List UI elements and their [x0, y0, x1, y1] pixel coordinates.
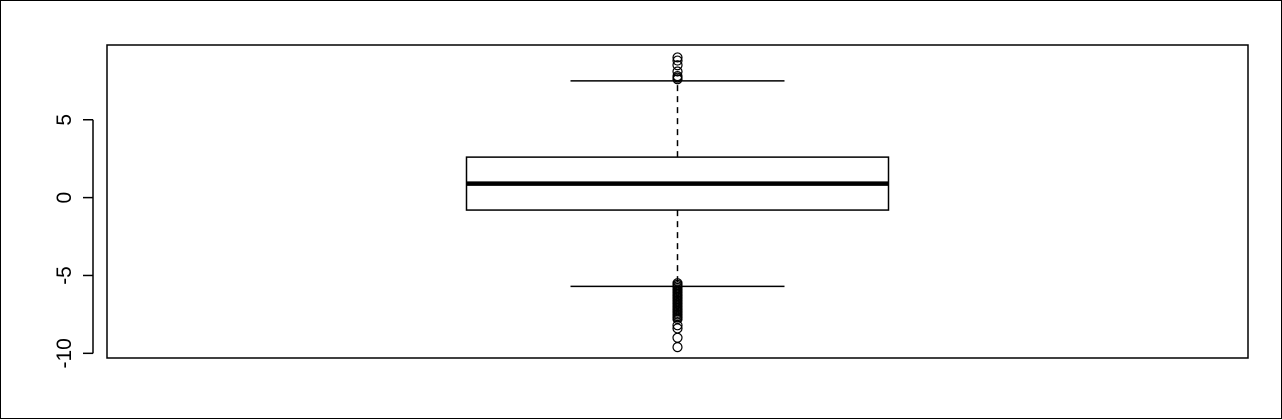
y-tick-label: 0: [53, 192, 76, 204]
plot-area-border: [106, 44, 1249, 359]
box-layer: [465, 80, 890, 288]
y-tick-label: 5: [53, 114, 76, 126]
outlier-layer: [672, 52, 683, 353]
outlier-point: [672, 55, 683, 66]
y-tick-label: -10: [53, 338, 76, 368]
outlier-point: [672, 320, 683, 331]
outlier-point: [672, 332, 683, 343]
y-tick-label: -5: [53, 266, 76, 285]
y-axis: -10 -5 0 5: [53, 114, 94, 369]
outlier-point: [672, 52, 683, 63]
outlier-point: [672, 71, 683, 82]
outlier-point: [672, 60, 683, 71]
outlier-point: [672, 66, 683, 77]
outlier-point: [672, 341, 683, 353]
